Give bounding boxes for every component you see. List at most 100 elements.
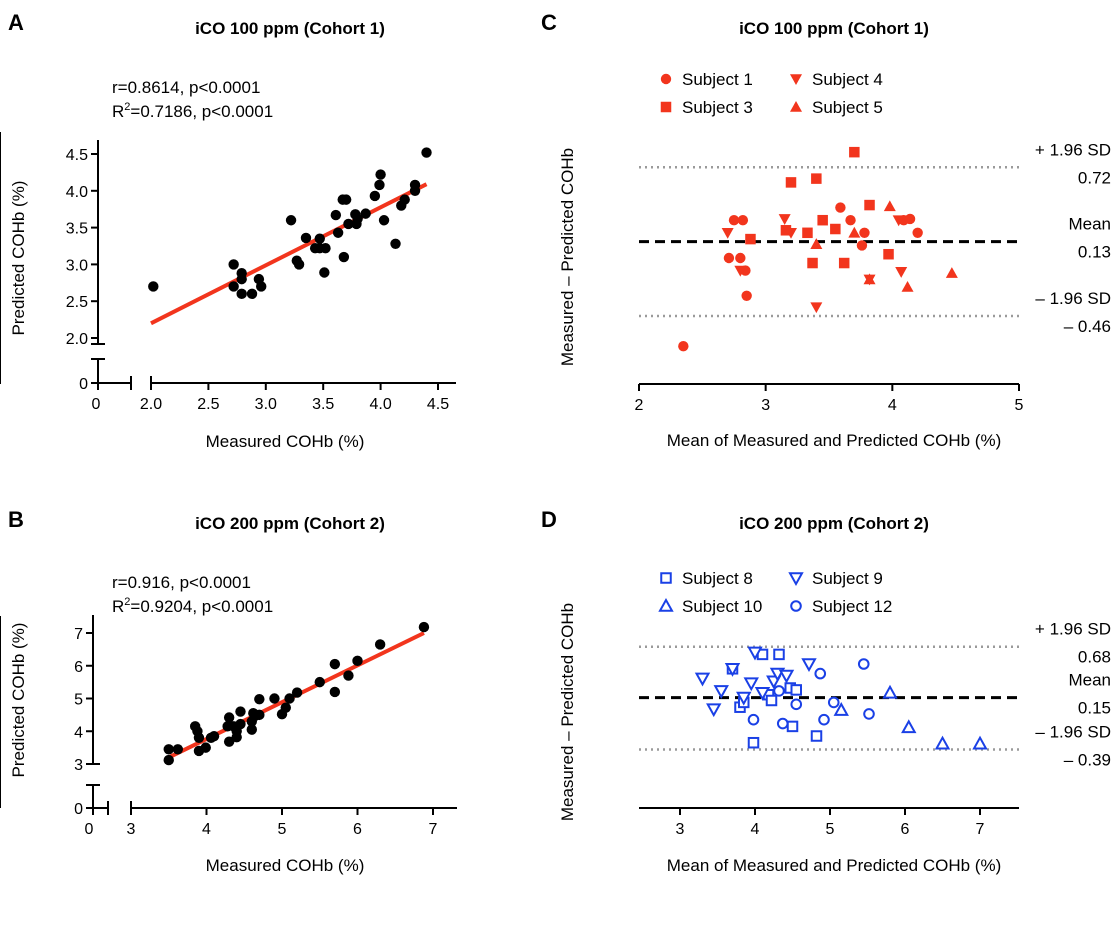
legend-marker xyxy=(790,74,802,85)
data-point xyxy=(254,693,265,705)
data-point xyxy=(193,732,205,743)
legend-marker xyxy=(660,572,672,584)
data-point xyxy=(728,215,740,226)
y-axis-label: Measured – Predicted COHb xyxy=(558,148,577,366)
x-axis-label: Mean of Measured and Predicted COHb (%) xyxy=(667,431,1002,450)
y-tick-label: 5 xyxy=(74,692,83,709)
data-point xyxy=(735,252,746,264)
data-point xyxy=(378,215,390,226)
data-point xyxy=(148,281,159,292)
data-point xyxy=(830,223,841,235)
upper-loa-value: 0.72 xyxy=(1078,168,1111,187)
data-point xyxy=(254,709,265,721)
data-point xyxy=(833,702,849,716)
data-point xyxy=(818,713,830,726)
data-point xyxy=(945,267,958,278)
x-tick-label: 2.5 xyxy=(197,396,219,413)
data-point xyxy=(228,281,239,292)
legend-label: Subject 8 xyxy=(682,569,753,588)
data-point xyxy=(745,233,756,245)
data-point xyxy=(285,215,297,226)
lower-loa-label: – 1.96 SD xyxy=(1035,289,1111,308)
data-point xyxy=(235,718,246,730)
x-tick-label-zero: 0 xyxy=(92,396,101,413)
x-axis-label: Measured COHb (%) xyxy=(206,432,365,451)
data-point xyxy=(329,658,341,670)
y-tick-label: 3 xyxy=(74,757,83,774)
y-tick-label-zero: 0 xyxy=(79,376,88,393)
stat-r: r=0.916, p<0.0001 xyxy=(112,573,251,592)
data-point xyxy=(246,288,258,300)
data-point xyxy=(747,713,760,726)
data-point xyxy=(882,684,898,699)
data-point xyxy=(421,147,432,158)
stat-r2-sup: 2 xyxy=(124,596,130,608)
data-point xyxy=(778,669,795,684)
data-point xyxy=(901,280,914,292)
data-point xyxy=(863,273,876,285)
data-point xyxy=(340,194,352,205)
stat-r2-r: R xyxy=(112,597,124,616)
stat-r: r=0.8614, p<0.0001 xyxy=(112,78,260,97)
data-point xyxy=(785,177,797,188)
x-tick-label: 4 xyxy=(751,821,760,838)
upper-loa-value: 0.68 xyxy=(1078,648,1111,667)
mean-label: Mean xyxy=(1068,671,1111,690)
data-point xyxy=(343,218,354,230)
data-point xyxy=(694,672,711,687)
data-point xyxy=(780,225,792,236)
x-tick-label-zero: 0 xyxy=(85,821,94,838)
data-point xyxy=(790,684,802,696)
x-tick-label: 4.0 xyxy=(369,396,391,413)
data-point xyxy=(810,730,823,742)
data-point xyxy=(235,706,246,717)
y-tick-label: 7 xyxy=(74,626,83,643)
data-point xyxy=(912,227,923,238)
y-tick-label-zero: 0 xyxy=(74,801,83,818)
data-point xyxy=(895,267,908,278)
x-tick-label: 4 xyxy=(202,821,211,838)
x-tick-label: 5 xyxy=(278,821,287,838)
data-point xyxy=(269,693,280,704)
data-point xyxy=(848,226,861,238)
data-point xyxy=(284,693,295,704)
data-point xyxy=(163,754,174,766)
data-point xyxy=(223,736,235,747)
data-point xyxy=(329,686,341,698)
x-tick-label: 3.5 xyxy=(312,396,334,413)
data-point xyxy=(747,736,760,749)
panel-letter: A xyxy=(8,10,24,35)
data-point xyxy=(856,240,868,251)
stat-r2-sup: 2 xyxy=(124,101,130,113)
data-point xyxy=(736,691,752,706)
panel-letter: C xyxy=(541,10,557,35)
legend: Subject 1 Subject 4 Subject 3 Subject 5 xyxy=(660,70,883,117)
panel-letter: D xyxy=(541,507,557,532)
data-point xyxy=(228,259,239,270)
data-point xyxy=(293,259,305,270)
data-point xyxy=(343,670,354,681)
data-point xyxy=(352,213,363,224)
x-axis-label: Mean of Measured and Predicted COHb (%) xyxy=(667,856,1002,875)
y-tick-label: 6 xyxy=(74,659,83,676)
data-point xyxy=(734,265,747,277)
lower-loa-value: – 0.39 xyxy=(1064,750,1111,769)
y-tick-label: 4.0 xyxy=(66,184,88,201)
data-point xyxy=(838,257,850,269)
data-point xyxy=(369,190,381,202)
y-tick-label: 4 xyxy=(74,724,83,741)
data-point xyxy=(332,227,344,238)
data-point xyxy=(810,238,823,249)
y-tick-label: 2.5 xyxy=(66,294,88,311)
x-tick-label: 6 xyxy=(901,821,910,838)
data-point xyxy=(246,724,257,735)
x-tick-label: 3 xyxy=(127,821,136,838)
legend-label: Subject 5 xyxy=(812,98,883,117)
mean-value: 0.15 xyxy=(1078,699,1111,718)
data-point xyxy=(892,215,905,227)
data-point xyxy=(802,227,813,239)
x-tick-label: 7 xyxy=(429,821,438,838)
data-point xyxy=(790,698,803,711)
